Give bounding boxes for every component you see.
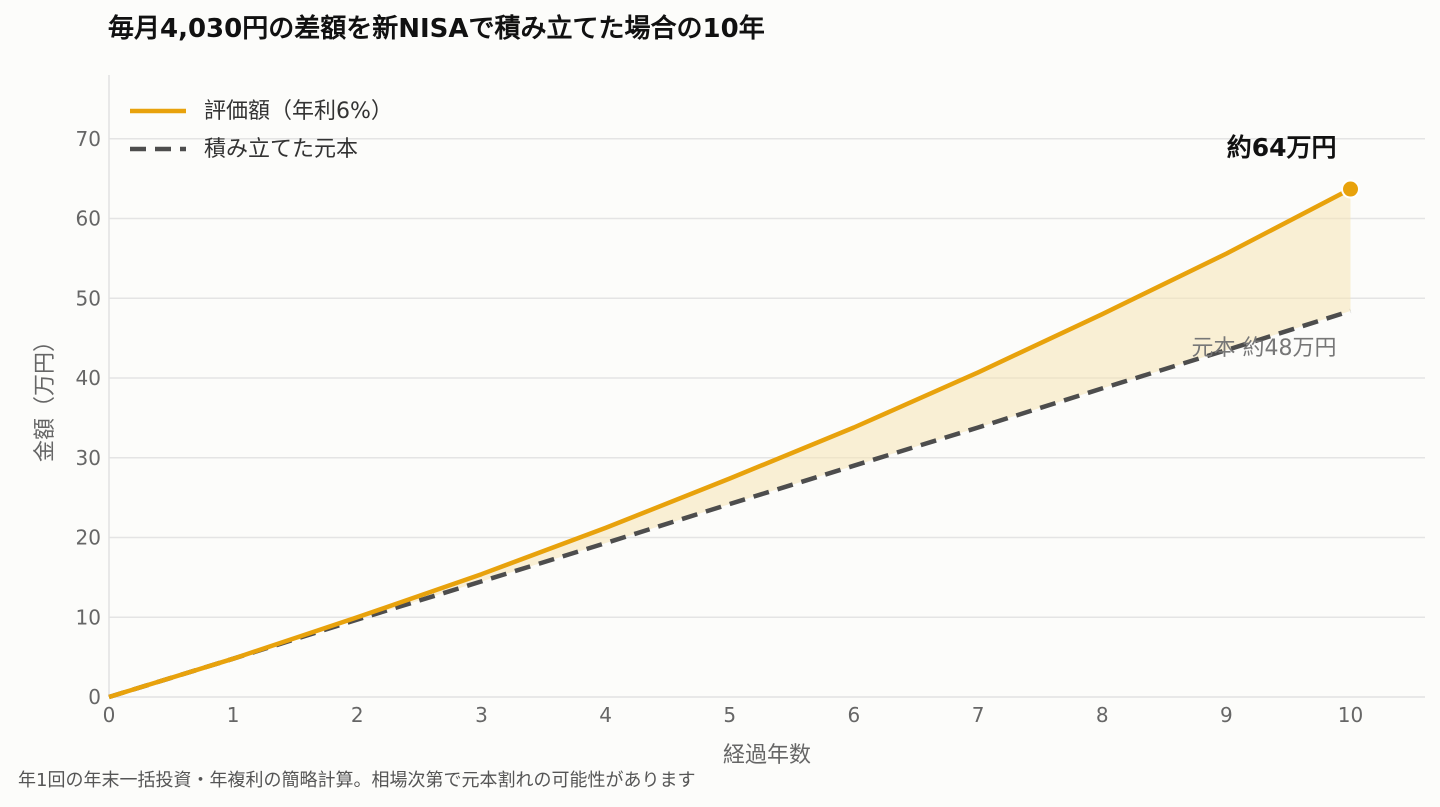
footnote: 年1回の年末一括投資・年複利の簡略計算。相場次第で元本割れの可能性があります (18, 770, 696, 791)
y-tick-label: 30 (76, 446, 101, 470)
principal-line (108, 308, 1352, 700)
x-tick-label: 1 (227, 703, 240, 727)
y-tick-label: 20 (76, 526, 101, 550)
legend: 評価額（年利6%） 積み立てた元本 (130, 99, 393, 162)
y-axis-label: 金額（万円） (33, 330, 58, 462)
y-tick-label: 40 (76, 366, 101, 390)
x-tick-label: 0 (103, 703, 116, 727)
principal-end-label: 元本 約48万円 (1192, 336, 1337, 361)
x-tick-label: 9 (1220, 703, 1233, 727)
x-tick-label: 7 (972, 703, 985, 727)
x-tick-label: 5 (723, 703, 736, 727)
x-axis-label: 経過年数 (723, 743, 811, 768)
legend-label-valuation: 評価額（年利6%） (204, 99, 393, 124)
valuation-end-point (1341, 179, 1361, 199)
y-tick-label: 70 (76, 127, 101, 151)
x-tick-label: 4 (599, 703, 612, 727)
y-tick-label: 0 (88, 685, 101, 709)
x-tick-label: 3 (475, 703, 488, 727)
x-tick-label: 10 (1338, 703, 1363, 727)
y-tick-labels: 0 10 20 30 40 50 60 70 (76, 127, 101, 709)
valuation-end-label: 約64万円 (1227, 133, 1337, 162)
y-tick-label: 60 (76, 207, 101, 231)
y-tick-label: 50 (76, 286, 101, 310)
gridlines (109, 138, 1425, 619)
x-tick-label: 2 (351, 703, 364, 727)
y-tick-label: 10 (76, 605, 101, 629)
x-tick-label: 6 (848, 703, 861, 727)
x-tick-label: 8 (1096, 703, 1109, 727)
x-tick-labels: 0 1 2 3 4 5 6 7 8 9 10 (103, 703, 1364, 727)
chart-title: 毎月4,030円の差額を新NISAで積み立てた場合の10年 (108, 14, 765, 44)
legend-label-principal: 積み立てた元本 (204, 137, 358, 162)
gain-fill-area (109, 189, 1351, 697)
valuation-line (108, 187, 1352, 700)
